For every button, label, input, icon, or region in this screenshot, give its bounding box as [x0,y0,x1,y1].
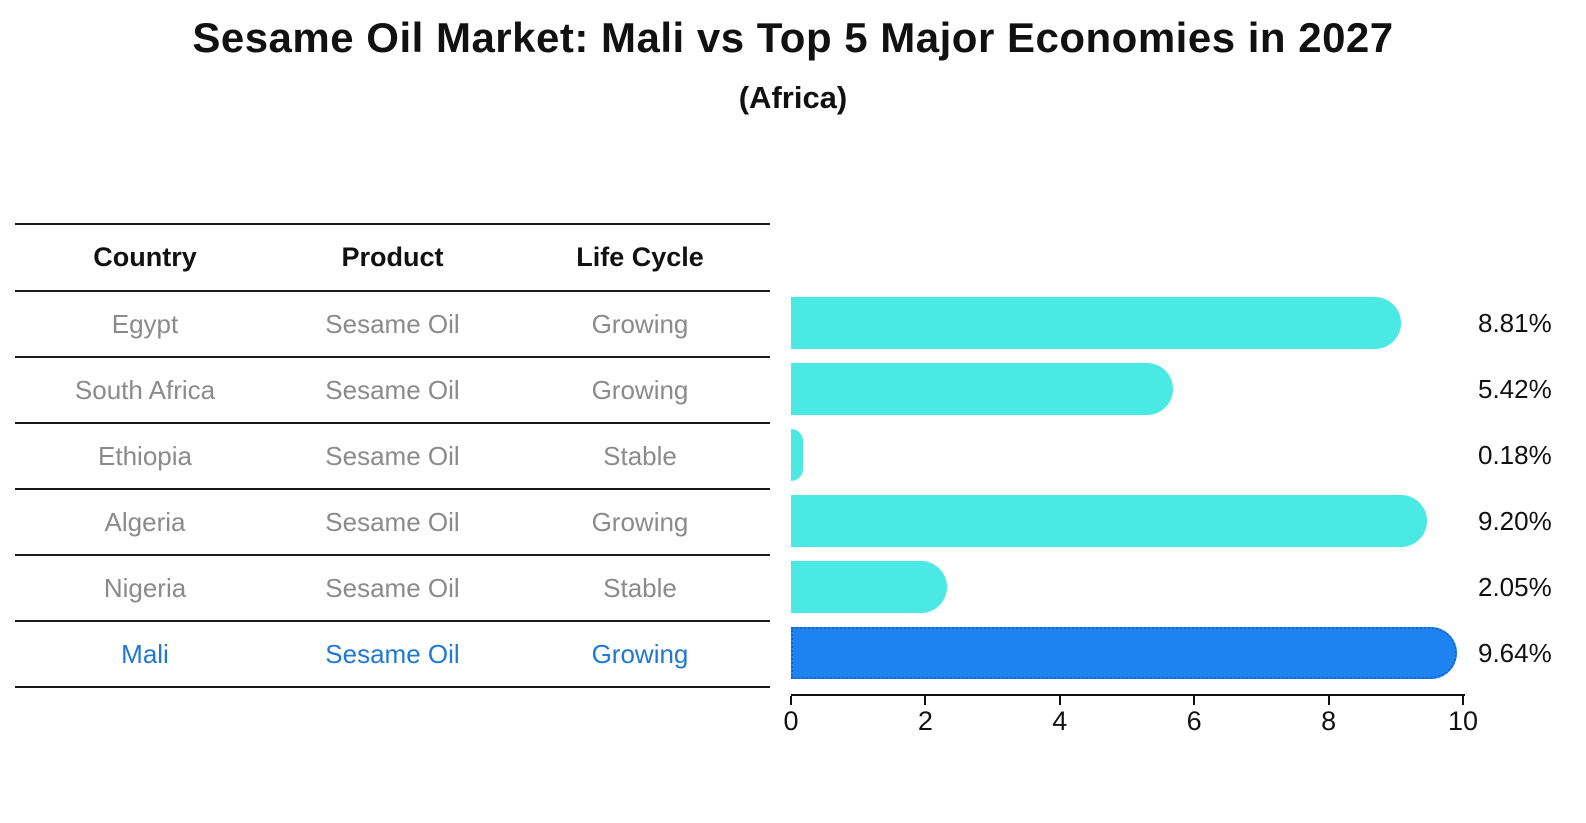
bar-south-africa [791,363,1174,415]
table-cell-life-cycle: Growing [591,374,689,405]
x-axis-tick-label: 8 [1321,706,1337,736]
table-row-nigeria: Nigeria Sesame Oil Stable [15,556,770,622]
chart-title: Sesame Oil Market: Mali vs Top 5 Major E… [192,14,1394,61]
bar-mali [791,627,1457,679]
column-header-product: Product [341,242,444,272]
column-header-country: Country [93,242,197,272]
chart-subtitle: (Africa) [738,80,848,115]
table-cell-country: Nigeria [103,572,187,603]
table-cell-life-cycle: Growing [591,638,689,669]
x-axis-tick [924,696,927,705]
bar-value-label: 0.18% [1478,440,1552,470]
table-header-row: Country Product Life Cycle [15,225,770,292]
table-body: Egypt Sesame Oil Growing South Africa Sesame… [15,292,770,688]
table-cell-country: Algeria [104,506,186,537]
table-cell-life-cycle: Stable [603,440,677,471]
bar-algeria [791,495,1428,547]
x-axis-line [791,694,1465,696]
x-axis-tick [790,696,792,705]
bar-ethiopia [791,429,804,481]
table-row-egypt: Egypt Sesame Oil Growing [15,292,770,358]
x-axis-tick-label: 10 [1447,706,1479,736]
table-row-south-africa: South Africa Sesame Oil Growing [15,358,770,424]
x-axis-tick [1462,696,1464,705]
table-cell-life-cycle: Stable [603,572,677,603]
table-row-algeria: Algeria Sesame Oil Growing [15,490,770,556]
bar-egypt [791,297,1402,349]
table-cell-product: Sesame Oil [325,638,460,669]
x-axis-tick [1058,696,1061,705]
x-axis-tick-label: 4 [1052,706,1068,736]
data-table: Country Product Life Cycle Egypt Sesame O… [15,223,770,688]
bar-nigeria [791,561,947,613]
bar-value-label: 8.81% [1478,308,1552,338]
table-cell-product: Sesame Oil [325,374,460,405]
table-cell-country: Mali [121,638,169,669]
table-cell-country: Egypt [111,308,179,339]
x-axis-tick [1193,696,1196,705]
table-cell-country: Ethiopia [98,440,192,471]
x-axis-tick-label: 0 [783,706,799,736]
table-cell-country: South Africa [74,374,216,405]
table-row-ethiopia: Ethiopia Sesame Oil Stable [15,424,770,490]
table-cell-life-cycle: Growing [591,506,689,537]
table-cell-product: Sesame Oil [325,506,460,537]
bar-value-label: 2.05% [1478,572,1552,602]
table-row-mali: Mali Sesame Oil Growing [15,622,770,688]
table-cell-product: Sesame Oil [325,308,460,339]
x-axis-tick-label: 2 [917,706,933,736]
table-cell-product: Sesame Oil [325,440,460,471]
bar-value-label: 5.42% [1478,374,1552,404]
bar-value-label: 9.64% [1478,638,1552,668]
x-axis-tick-label: 6 [1186,706,1202,736]
table-cell-product: Sesame Oil [325,572,460,603]
x-axis-tick [1327,696,1330,705]
bar-value-label: 9.20% [1478,506,1552,536]
table-cell-life-cycle: Growing [591,308,689,339]
column-header-life-cycle: Life Cycle [576,242,704,272]
